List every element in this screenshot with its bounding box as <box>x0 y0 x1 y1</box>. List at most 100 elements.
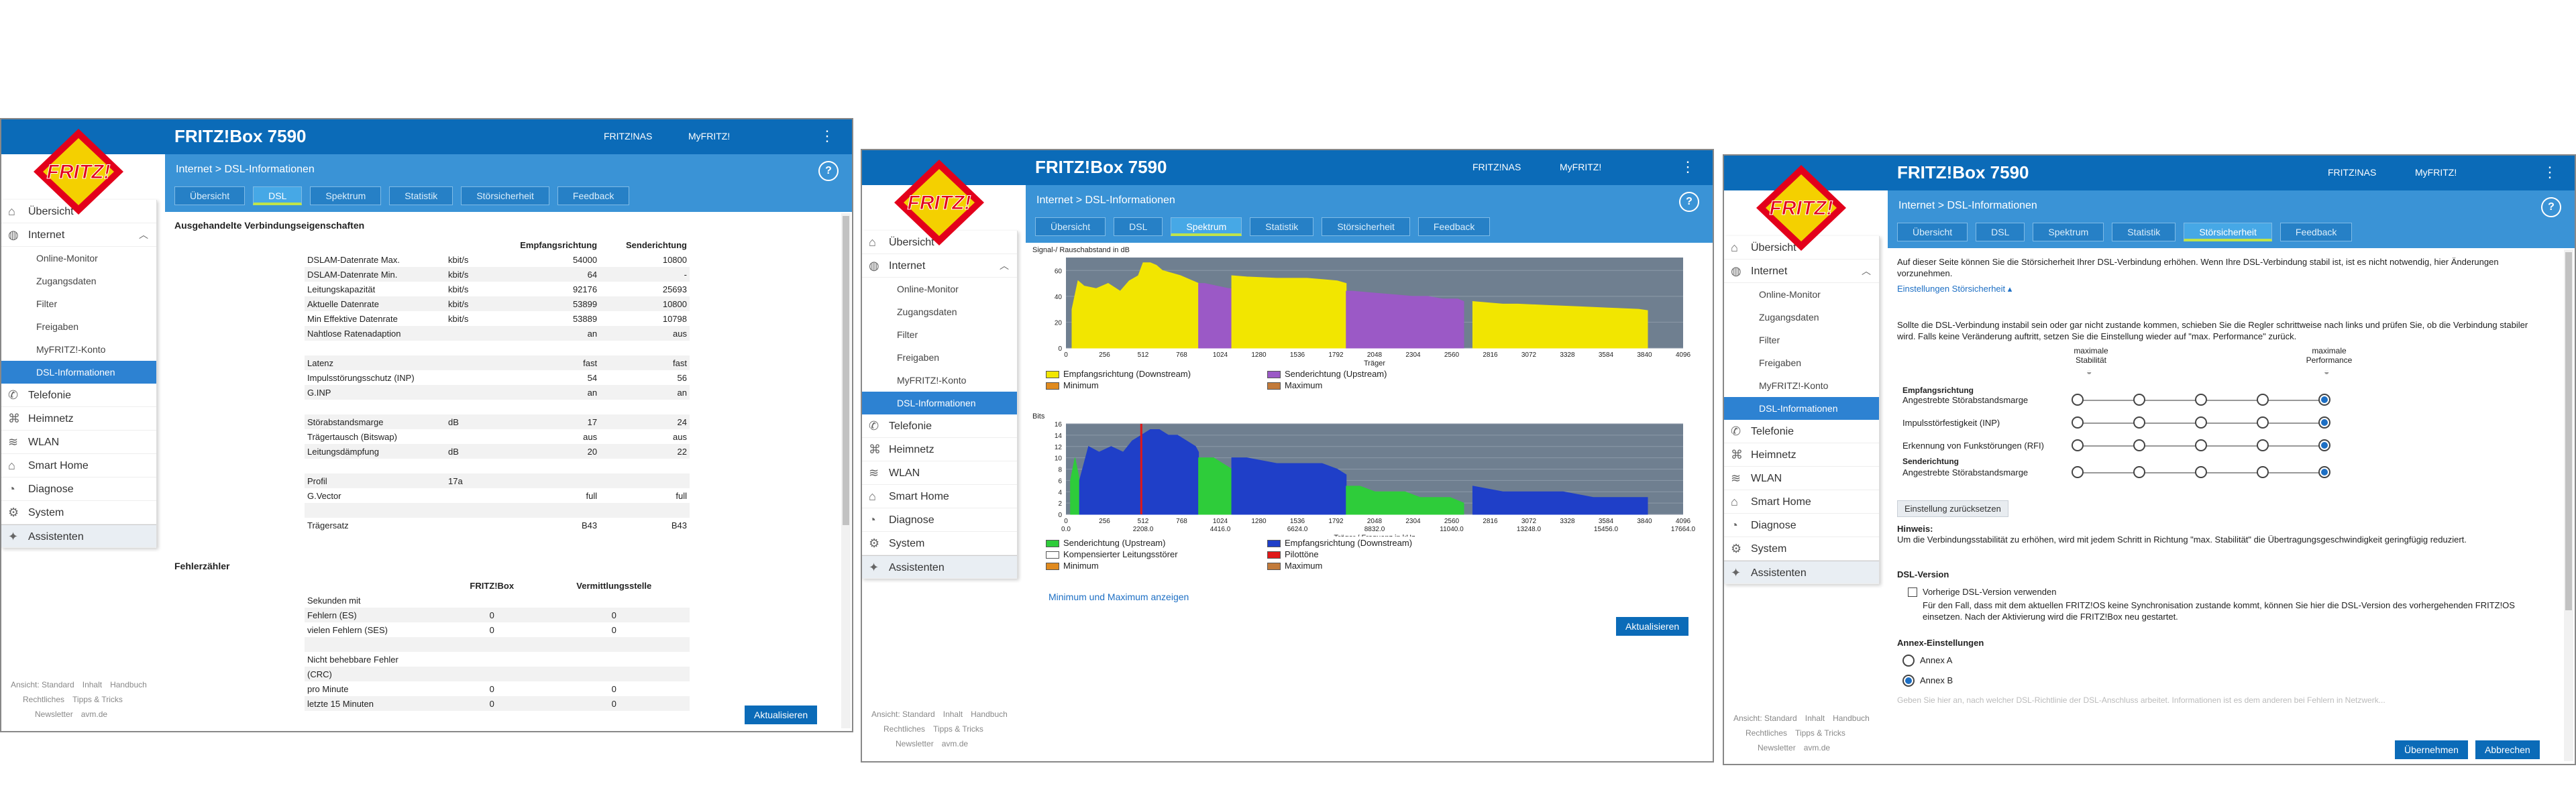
refresh-button[interactable]: Aktualisieren <box>745 706 818 724</box>
sidebar-item-wlan[interactable]: ≋ WLAN <box>1 431 156 454</box>
tab-störsicherheit[interactable]: Störsicherheit <box>2184 223 2272 241</box>
sidebar-item-heimnetz[interactable]: ⌘ Heimnetz <box>1724 443 1879 467</box>
dslver-checkbox[interactable] <box>1908 587 1917 597</box>
nas-link[interactable]: FRITZ!NAS <box>604 131 653 142</box>
sidebar-item-telefonie[interactable]: ✆ Telefonie <box>1724 420 1879 443</box>
menu-kebab-icon[interactable]: ⋮ <box>1680 158 1695 175</box>
help-icon[interactable]: ? <box>818 161 839 181</box>
footer-link[interactable]: Newsletter <box>896 739 934 748</box>
sidebar-item-wlan[interactable]: ≋ WLAN <box>1724 467 1879 490</box>
annex-a-radio[interactable] <box>1902 655 1915 667</box>
tab-statistik[interactable]: Statistik <box>2112 223 2176 241</box>
sidebar-item-assistenten[interactable]: ✦ Assistenten <box>1724 561 1879 584</box>
sidebar-item-zugangsdaten[interactable]: Zugangsdaten <box>1759 312 1819 323</box>
sidebar-item-heimnetz[interactable]: ⌘ Heimnetz <box>1 407 156 431</box>
footer-link[interactable]: Tipps & Tricks <box>72 695 123 704</box>
sidebar-item-zugangsdaten[interactable]: Zugangsdaten <box>897 306 957 317</box>
footer-link[interactable]: Tipps & Tricks <box>933 724 983 734</box>
sidebar-item-internet[interactable]: ◍ Internet ︿ <box>1724 260 1879 283</box>
refresh-button[interactable]: Aktualisieren <box>1616 617 1689 636</box>
sidebar-item-telefonie[interactable]: ✆ Telefonie <box>862 414 1017 438</box>
chevron-up-icon[interactable]: ︿ <box>1862 266 1871 276</box>
chevron-up-icon[interactable]: ︿ <box>1000 260 1009 271</box>
slider-step[interactable] <box>2318 439 2330 451</box>
sidebar-item-smart-home[interactable]: ⌂ Smart Home <box>1 454 156 477</box>
footer-link[interactable]: Handbuch <box>110 680 147 689</box>
sidebar-item-online-monitor[interactable]: Online-Monitor <box>36 253 98 264</box>
footer-link[interactable]: avm.de <box>941 739 969 748</box>
sidebar-item-system[interactable]: ⚙ System <box>1 501 156 524</box>
slider-step[interactable] <box>2133 416 2145 429</box>
footer-link[interactable]: Inhalt <box>82 680 103 689</box>
tab-spektrum[interactable]: Spektrum <box>2033 223 2104 241</box>
slider-step[interactable] <box>2318 394 2330 406</box>
footer-link[interactable]: Ansicht: Standard <box>11 680 74 689</box>
slider-step[interactable] <box>2133 439 2145 451</box>
sidebar-item-freigaben[interactable]: Freigaben <box>1759 357 1802 368</box>
tab-übersicht[interactable]: Übersicht <box>174 186 246 205</box>
tab-feedback[interactable]: Feedback <box>2279 223 2353 241</box>
tab-störsicherheit[interactable]: Störsicherheit <box>1322 217 1410 236</box>
tab-übersicht[interactable]: Übersicht <box>1035 217 1106 236</box>
slider-step[interactable] <box>2257 416 2269 429</box>
scrollbar[interactable] <box>2564 249 2573 761</box>
sidebar-item-dsl-informationen[interactable]: DSL-Informationen <box>1724 397 1879 420</box>
sidebar-item-freigaben[interactable]: Freigaben <box>897 352 940 363</box>
footer-link[interactable]: Inhalt <box>1805 714 1825 723</box>
settings-link[interactable]: Einstellungen Störsicherheit ▴ <box>1897 284 2012 294</box>
footer-link[interactable]: Rechtliches <box>883 724 926 734</box>
sidebar-item-assistenten[interactable]: ✦ Assistenten <box>1 524 156 548</box>
slider-step[interactable] <box>2257 394 2269 406</box>
tab-dsl[interactable]: DSL <box>1114 217 1163 236</box>
slider-step[interactable] <box>2072 416 2084 429</box>
sidebar-item-filter[interactable]: Filter <box>36 298 58 309</box>
apply-button[interactable]: Übernehmen <box>2395 740 2468 759</box>
footer-link[interactable]: Ansicht: Standard <box>871 710 935 719</box>
sidebar-item-diagnose[interactable]: ◔ Diagnose <box>1 477 156 501</box>
tab-statistik[interactable]: Statistik <box>1250 217 1314 236</box>
slider-step[interactable] <box>2133 394 2145 406</box>
sidebar-item-dsl-informationen[interactable]: DSL-Informationen <box>1 361 156 384</box>
reset-button[interactable]: Einstellung zurücksetzen <box>1897 500 2008 517</box>
sidebar-item-filter[interactable]: Filter <box>897 329 918 340</box>
slider-step[interactable] <box>2195 416 2207 429</box>
sidebar-item-myfritz-konto[interactable]: MyFRITZ!-Konto <box>36 344 106 355</box>
sidebar-item-zugangsdaten[interactable]: Zugangsdaten <box>36 276 97 286</box>
scrollbar[interactable] <box>841 213 851 728</box>
footer-link[interactable]: Inhalt <box>943 710 963 719</box>
slider-step[interactable] <box>2195 394 2207 406</box>
tab-dsl[interactable]: DSL <box>253 186 303 205</box>
footer-link[interactable]: avm.de <box>1803 743 1831 752</box>
footer-link[interactable]: Handbuch <box>971 710 1008 719</box>
slider-step[interactable] <box>2257 439 2269 451</box>
myfritz-link[interactable]: MyFRITZ! <box>1560 162 1602 172</box>
menu-kebab-icon[interactable]: ⋮ <box>2542 164 2557 180</box>
slider-step[interactable] <box>2072 394 2084 406</box>
footer-link[interactable]: Newsletter <box>1758 743 1796 752</box>
slider-step[interactable] <box>2133 466 2145 478</box>
nas-link[interactable]: FRITZ!NAS <box>1472 162 1521 172</box>
sidebar-item-smart-home[interactable]: ⌂ Smart Home <box>1724 490 1879 514</box>
myfritz-link[interactable]: MyFRITZ! <box>688 131 731 142</box>
minmax-link[interactable]: Minimum und Maximum anzeigen <box>1049 592 1189 602</box>
sidebar-item-myfritz-konto[interactable]: MyFRITZ!-Konto <box>897 375 967 386</box>
sidebar-item-diagnose[interactable]: ◔ Diagnose <box>862 508 1017 532</box>
sidebar-item-internet[interactable]: ◍ Internet ︿ <box>1 223 156 247</box>
tab-statistik[interactable]: Statistik <box>389 186 453 205</box>
menu-kebab-icon[interactable]: ⋮ <box>820 127 835 144</box>
footer-link[interactable]: Newsletter <box>35 710 73 719</box>
tab-übersicht[interactable]: Übersicht <box>1897 223 1968 241</box>
chevron-up-icon[interactable]: ︿ <box>139 229 148 240</box>
sidebar-item-myfritz-konto[interactable]: MyFRITZ!-Konto <box>1759 380 1829 391</box>
myfritz-link[interactable]: MyFRITZ! <box>2415 167 2457 178</box>
sidebar-item-system[interactable]: ⚙ System <box>862 532 1017 555</box>
slider-step[interactable] <box>2195 466 2207 478</box>
sidebar-item-telefonie[interactable]: ✆ Telefonie <box>1 384 156 407</box>
tab-spektrum[interactable]: Spektrum <box>310 186 382 205</box>
footer-link[interactable]: avm.de <box>80 710 108 719</box>
tab-feedback[interactable]: Feedback <box>557 186 630 205</box>
tab-dsl[interactable]: DSL <box>1976 223 2025 241</box>
footer-link[interactable]: Rechtliches <box>23 695 65 704</box>
sidebar-item-heimnetz[interactable]: ⌘ Heimnetz <box>862 438 1017 461</box>
slider-step[interactable] <box>2072 439 2084 451</box>
